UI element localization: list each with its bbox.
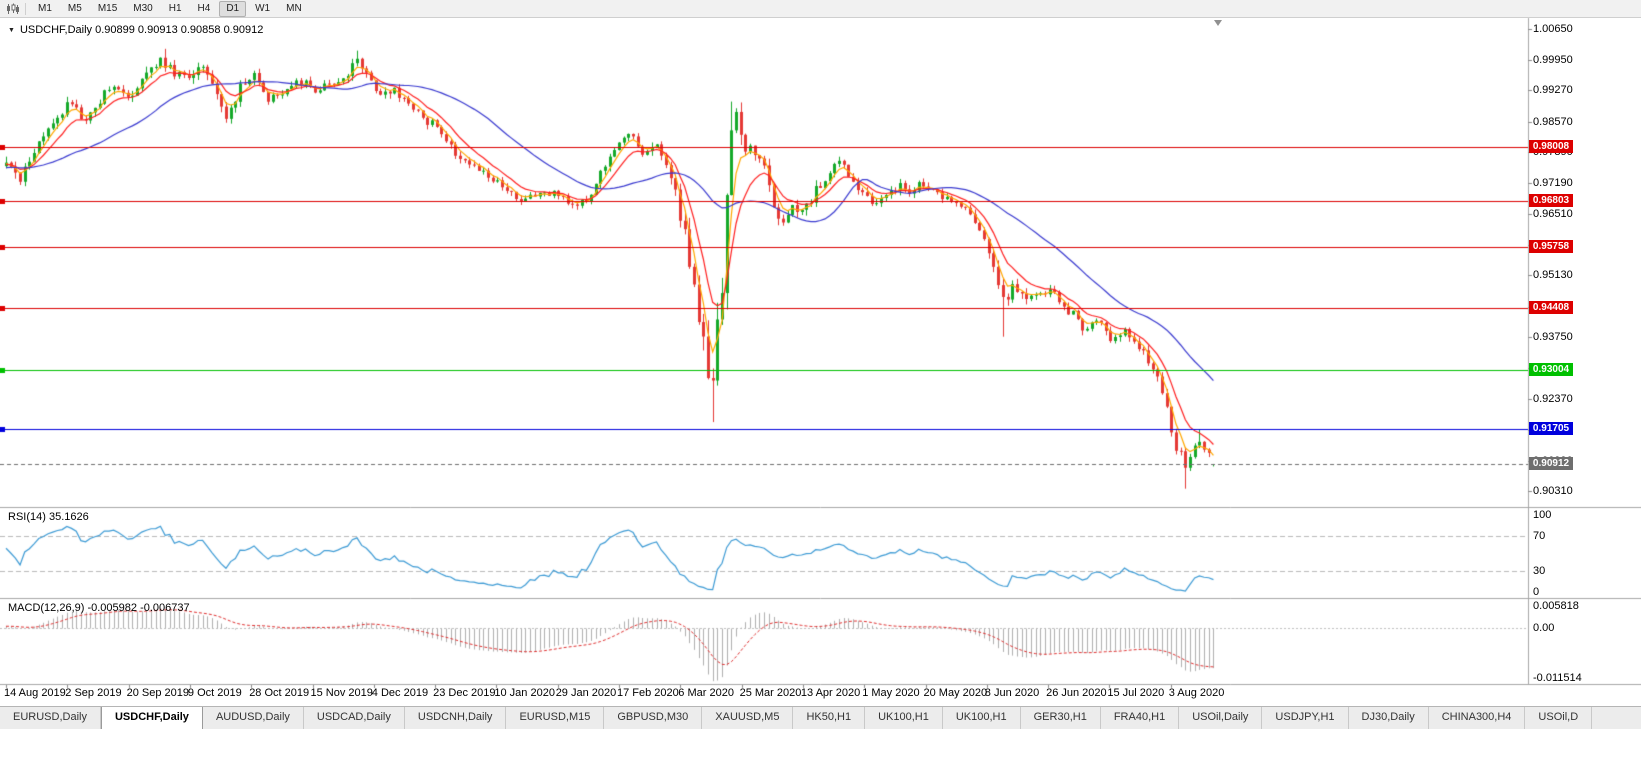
rsi-scale-label: 0 <box>1533 586 1540 598</box>
date-axis-label: 13 Apr 2020 <box>800 687 861 699</box>
chart-canvas[interactable] <box>0 0 1641 706</box>
chart-tab[interactable]: AUDUSD,Daily <box>202 707 304 729</box>
macd-scale-label: -0.011514 <box>1533 672 1582 684</box>
date-axis-label: 17 Feb 2020 <box>617 687 679 699</box>
date-axis-label: 3 Aug 2020 <box>1168 687 1225 699</box>
chart-tab[interactable]: EURUSD,M15 <box>506 707 605 729</box>
date-axis-label: 10 Jan 2020 <box>494 687 555 699</box>
timeframe-button-w1[interactable]: W1 <box>255 2 271 14</box>
chart-title: ▼ USDCHF,Daily 0.90899 0.90913 0.90858 0… <box>8 24 263 36</box>
date-axis-label: 20 Sep 2019 <box>126 687 189 699</box>
period-toolbar: M1 M5 M15 M30 H1 H4 D1 W1 MN <box>0 0 1641 18</box>
chart-tab[interactable]: USOil,D <box>1525 707 1593 729</box>
date-axis-label: 14 Aug 2019 <box>4 687 66 699</box>
timeframe-button-m15[interactable]: M15 <box>97 2 118 14</box>
chart-tab[interactable]: GER30,H1 <box>1020 707 1101 729</box>
price-axis-label: 0.96510 <box>1533 207 1573 220</box>
level-price-badge: 0.98008 <box>1529 139 1573 153</box>
chart-tab[interactable]: UK100,H1 <box>942 707 1021 729</box>
current-price-badge: 0.90912 <box>1529 457 1573 470</box>
chart-dropdown-icon[interactable]: ▼ <box>8 26 15 34</box>
date-axis-label: 25 Mar 2020 <box>739 687 802 699</box>
macd-indicator-label: MACD(12,26,9) -0.005982 -0.006737 <box>8 602 190 614</box>
toolbar-separator <box>25 2 26 15</box>
chart-tab-bar: EURUSD,Daily USDCHF,Daily AUDUSD,Daily USDC… <box>0 706 1641 729</box>
rsi-indicator-label: RSI(14) 35.1626 <box>8 511 89 523</box>
date-axis-label: 26 Jun 2020 <box>1046 687 1107 699</box>
chart-tab[interactable]: HK50,H1 <box>793 707 866 729</box>
date-axis-label: 20 May 2020 <box>923 687 988 699</box>
rsi-scale-label: 70 <box>1533 529 1546 542</box>
timeframe-buttons: M1 M5 M15 M30 H1 H4 D1 W1 MN <box>30 0 310 17</box>
chart-tab[interactable]: EURUSD,Daily <box>0 707 101 729</box>
timeframe-button-mn[interactable]: MN <box>286 2 302 14</box>
timeframe-button-m30[interactable]: M30 <box>133 2 153 14</box>
chart-tab[interactable]: USDJPY,H1 <box>1262 707 1349 729</box>
chart-title-text: USDCHF,Daily 0.90899 0.90913 0.90858 0.9… <box>19 24 264 36</box>
price-axis-label: 0.97190 <box>1533 177 1573 190</box>
chart-shift-marker-icon[interactable] <box>1214 20 1222 26</box>
date-axis-label: 1 May 2020 <box>862 687 920 699</box>
timeframe-button-m5[interactable]: M5 <box>67 2 82 14</box>
chart-tab[interactable]: CHINA300,H4 <box>1428 707 1526 729</box>
chart-tab[interactable]: USDCNH,Daily <box>404 707 507 729</box>
level-price-badge: 0.93004 <box>1529 363 1573 377</box>
macd-scale-label: 0.00 <box>1533 622 1555 635</box>
date-axis-label: 23 Dec 2019 <box>433 687 496 699</box>
date-axis-label: 6 Mar 2020 <box>678 687 734 699</box>
price-axis-label: 0.99950 <box>1533 54 1573 67</box>
rsi-scale-label: 100 <box>1533 509 1552 521</box>
chart-tab[interactable]: USOil,Daily <box>1179 707 1263 729</box>
chart-tab[interactable]: USDCHF,Daily <box>100 707 203 729</box>
timeframe-button-m1[interactable]: M1 <box>38 2 52 14</box>
date-axis-label: 4 Dec 2019 <box>371 687 429 699</box>
level-price-badge: 0.91705 <box>1529 421 1573 435</box>
rsi-scale-label: 30 <box>1533 565 1546 578</box>
date-axis-label: 29 Jan 2020 <box>555 687 617 699</box>
level-price-badge: 0.96803 <box>1529 193 1573 207</box>
price-axis-label: 0.99270 <box>1533 84 1573 97</box>
date-axis-label: 8 Jun 2020 <box>984 687 1040 699</box>
chart-tab[interactable]: UK100,H1 <box>865 707 943 729</box>
date-axis-label: 2 Sep 2019 <box>65 687 122 699</box>
level-price-badge: 0.95758 <box>1529 240 1573 254</box>
chart-tab[interactable]: DJ30,Daily <box>1348 707 1429 729</box>
chart-tab[interactable]: GBPUSD,M30 <box>604 707 703 729</box>
level-price-badge: 0.94408 <box>1529 300 1573 314</box>
price-axis-label: 0.98570 <box>1533 115 1573 128</box>
price-axis-label: 0.92370 <box>1533 392 1573 405</box>
date-axis-label: 28 Oct 2019 <box>249 687 310 699</box>
date-axis-label: 9 Oct 2019 <box>187 687 242 699</box>
date-axis-label: 15 Jul 2020 <box>1107 687 1165 699</box>
timeframe-button-h4[interactable]: H4 <box>197 2 211 14</box>
price-axis-label: 0.93750 <box>1533 331 1573 344</box>
macd-scale-label: 0.005818 <box>1533 600 1579 612</box>
chart-tab[interactable]: FRA40,H1 <box>1100 707 1180 729</box>
date-axis-label: 15 Nov 2019 <box>310 687 373 699</box>
timeframe-button-h1[interactable]: H1 <box>168 2 182 14</box>
price-axis-label: 0.95130 <box>1533 269 1573 282</box>
chart-tab[interactable]: XAUUSD,M5 <box>702 707 794 729</box>
price-axis-label: 0.90310 <box>1533 484 1573 497</box>
chart-window-icon <box>3 2 21 16</box>
chart-tab[interactable]: USDCAD,Daily <box>303 707 405 729</box>
timeframe-button-d1[interactable]: D1 <box>219 0 247 17</box>
price-axis-label: 1.00650 <box>1533 22 1573 35</box>
